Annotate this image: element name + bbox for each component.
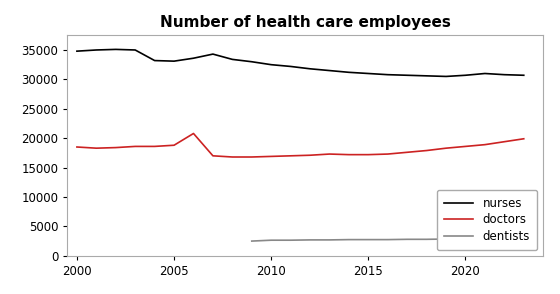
doctors bbox=[384, 152, 391, 156]
dentists bbox=[462, 237, 469, 240]
doctors bbox=[520, 137, 527, 141]
dentists bbox=[307, 238, 314, 242]
nurses bbox=[151, 59, 158, 62]
nurses bbox=[268, 63, 274, 66]
dentists bbox=[249, 239, 255, 243]
nurses bbox=[365, 72, 372, 75]
Line: dentists: dentists bbox=[252, 238, 524, 241]
doctors bbox=[229, 155, 236, 159]
nurses bbox=[482, 72, 488, 75]
doctors bbox=[209, 154, 216, 158]
nurses bbox=[346, 71, 352, 74]
doctors bbox=[132, 145, 138, 148]
dentists bbox=[423, 238, 430, 241]
dentists bbox=[346, 238, 352, 241]
doctors bbox=[268, 155, 274, 158]
dentists bbox=[443, 237, 450, 241]
dentists bbox=[287, 238, 294, 242]
nurses bbox=[190, 56, 197, 60]
doctors bbox=[326, 152, 333, 156]
doctors bbox=[482, 143, 488, 146]
nurses bbox=[462, 74, 469, 77]
doctors bbox=[190, 132, 197, 135]
doctors bbox=[462, 145, 469, 148]
nurses bbox=[423, 74, 430, 78]
nurses bbox=[249, 60, 255, 64]
doctors bbox=[73, 145, 80, 149]
nurses bbox=[229, 58, 236, 61]
nurses bbox=[113, 48, 119, 51]
Title: Number of health care employees: Number of health care employees bbox=[160, 15, 451, 30]
doctors bbox=[346, 153, 352, 156]
nurses bbox=[209, 52, 216, 56]
nurses bbox=[501, 73, 508, 76]
doctors bbox=[423, 149, 430, 152]
nurses bbox=[307, 67, 314, 71]
Line: nurses: nurses bbox=[77, 49, 524, 76]
doctors bbox=[404, 151, 410, 154]
doctors bbox=[443, 146, 450, 150]
doctors bbox=[93, 146, 100, 150]
dentists bbox=[520, 236, 527, 239]
nurses bbox=[326, 69, 333, 72]
doctors bbox=[365, 153, 372, 156]
Legend: nurses, doctors, dentists: nurses, doctors, dentists bbox=[437, 190, 537, 250]
dentists bbox=[404, 238, 410, 241]
dentists bbox=[501, 236, 508, 240]
nurses bbox=[93, 48, 100, 52]
nurses bbox=[287, 65, 294, 68]
nurses bbox=[171, 59, 178, 63]
dentists bbox=[482, 237, 488, 240]
doctors bbox=[307, 153, 314, 157]
dentists bbox=[268, 238, 274, 242]
dentists bbox=[365, 238, 372, 241]
doctors bbox=[287, 154, 294, 158]
nurses bbox=[384, 73, 391, 76]
doctors bbox=[151, 145, 158, 148]
Line: doctors: doctors bbox=[77, 133, 524, 157]
nurses bbox=[520, 74, 527, 77]
doctors bbox=[171, 143, 178, 147]
dentists bbox=[384, 238, 391, 241]
nurses bbox=[443, 75, 450, 78]
nurses bbox=[73, 49, 80, 53]
nurses bbox=[404, 74, 410, 77]
doctors bbox=[249, 155, 255, 159]
nurses bbox=[132, 48, 138, 52]
dentists bbox=[326, 238, 333, 242]
doctors bbox=[501, 140, 508, 143]
doctors bbox=[113, 146, 119, 149]
